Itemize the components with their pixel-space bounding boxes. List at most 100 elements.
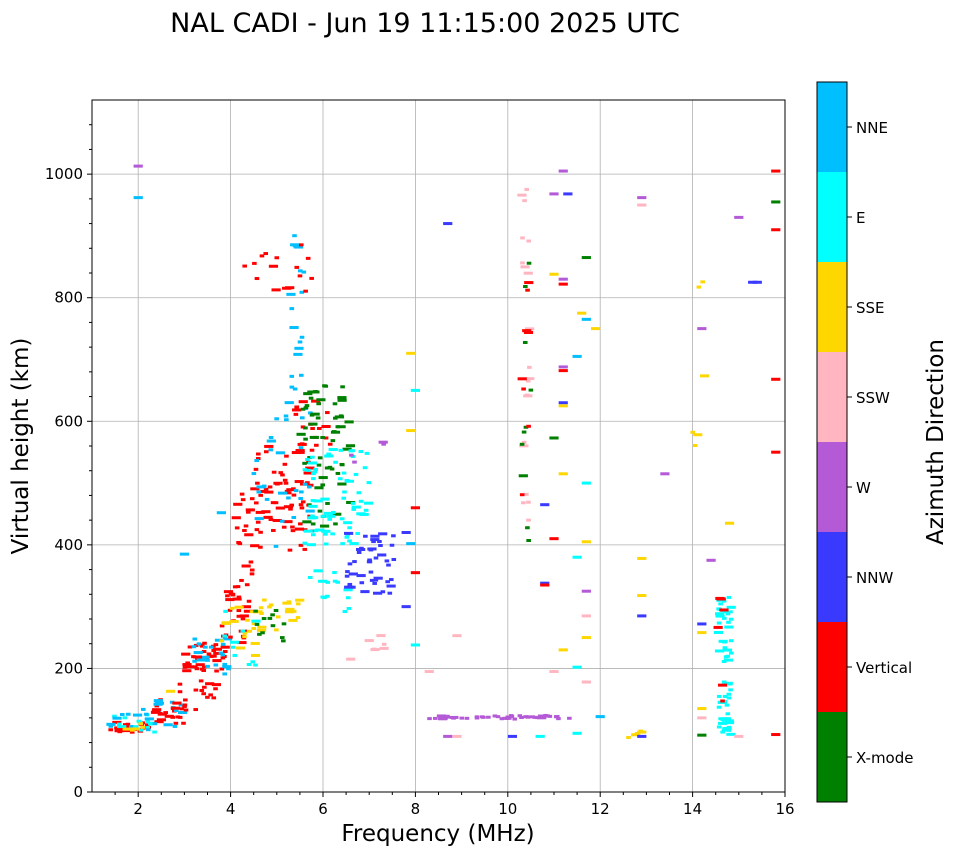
echo-mark-sse [229,619,239,623]
echo-mark-vertical [771,228,781,232]
echo-mark-x-mode [337,398,347,402]
echo-mark-w [549,192,559,196]
echo-mark-vertical [294,480,304,484]
y-tick-label: 200 [54,659,83,677]
echo-mark-sse [634,732,640,736]
echo-mark-nne [284,418,289,422]
echo-mark-nne [254,517,264,521]
echo-mark-e [307,516,317,520]
echo-mark-x-mode [314,486,324,490]
echo-mark-ssw [581,680,591,684]
echo-mark-ssw [522,199,527,203]
echo-mark-sse [288,618,298,622]
echo-mark-e [725,612,731,616]
echo-mark-nnw [367,547,377,551]
echo-mark-nne [289,326,299,330]
echo-mark-vertical [181,652,191,656]
echo-mark-nne [144,717,154,721]
echo-mark-nnw [373,556,379,560]
echo-mark-sse [140,725,146,729]
echo-mark-sse [234,605,244,609]
echo-mark-e [310,533,316,537]
echo-mark-e [330,532,335,536]
echo-mark-nne [305,509,315,513]
echo-mark-x-mode [303,426,308,430]
echo-mark-vertical [288,507,293,511]
echo-mark-x-mode [332,402,338,406]
echo-mark-vertical [182,663,192,667]
x-axis: 2 4 6 8 10 12 14 16 [114,792,795,818]
echo-mark-nne [179,552,189,556]
echo-mark-vertical [202,641,207,645]
echo-mark-nne [581,317,591,321]
echo-mark-vertical [121,729,131,733]
echo-mark-nne [289,307,295,311]
x-tick-label: 16 [775,800,794,818]
echo-mark-x-mode [327,465,333,469]
echo-mark-e [311,477,316,481]
echo-mark-e [356,491,362,495]
echo-mark-nne [289,374,295,378]
echo-mark-vertical [213,643,219,647]
echo-mark-ssw [452,634,462,638]
echo-mark-e [116,722,122,726]
echo-mark-sse [558,472,568,476]
y-tick-label: 1000 [45,165,83,183]
colorbar-swatch-ssw [817,352,847,442]
echo-mark-vertical [270,501,276,505]
echo-mark-x-mode [320,436,325,440]
echo-mark-nne [222,665,232,669]
echo-mark-e [721,660,727,664]
echo-mark-vertical [717,683,728,687]
echo-mark-nnw [507,734,518,738]
echo-mark-nnw [386,584,396,588]
echo-mark-vertical [549,537,559,541]
echo-mark-e [302,468,308,472]
echo-mark-e [345,587,351,591]
echo-mark-vertical [287,548,293,552]
echo-mark-vertical [255,510,265,514]
echo-mark-x-mode [337,482,347,486]
echo-mark-vertical [182,669,192,673]
echo-mark-vertical [291,451,301,455]
echo-mark-vertical [410,506,420,510]
echo-mark-vertical [193,688,199,692]
echo-mark-vertical [182,665,188,669]
echo-mark-w [486,715,491,719]
echo-mark-sse [262,598,267,602]
echo-mark-x-mode [519,442,525,446]
colorbar-label-nnw: NNW [856,569,893,587]
colorbar-label-x-mode: X-mode [856,749,913,767]
echo-mark-nne [595,715,605,719]
echo-mark-vertical [720,699,725,703]
echo-mark-nnw [373,578,379,582]
echo-mark-e [112,714,117,718]
echo-mark-vertical [253,501,259,505]
echo-mark-x-mode [581,256,591,260]
echo-mark-e [353,472,359,476]
echo-mark-e [323,511,334,515]
echo-mark-e [313,499,323,503]
echo-mark-nnw [384,559,390,563]
echo-mark-vertical [284,454,289,458]
echo-mark-e [335,580,341,584]
colorbar-label-vertical: Vertical [856,659,912,677]
echo-mark-vertical [236,595,242,599]
echo-mark-nne [226,667,231,671]
echo-mark-e [306,468,311,472]
echo-mark-vertical [771,169,781,173]
echo-mark-sse [549,272,559,276]
echo-mark-nne [177,711,188,715]
echo-mark-e [222,634,227,638]
echo-mark-nnw [348,572,358,576]
echo-mark-e [344,479,354,483]
x-tick-label: 10 [498,800,517,818]
echo-mark-nne [193,651,203,655]
echo-mark-vertical [284,489,290,493]
echo-mark-sse [242,635,247,639]
echo-mark-vertical [231,516,241,520]
echo-mark-vertical [263,450,269,454]
echo-mark-nne [286,496,291,500]
echo-mark-e [728,639,734,643]
echo-mark-vertical [258,493,264,497]
